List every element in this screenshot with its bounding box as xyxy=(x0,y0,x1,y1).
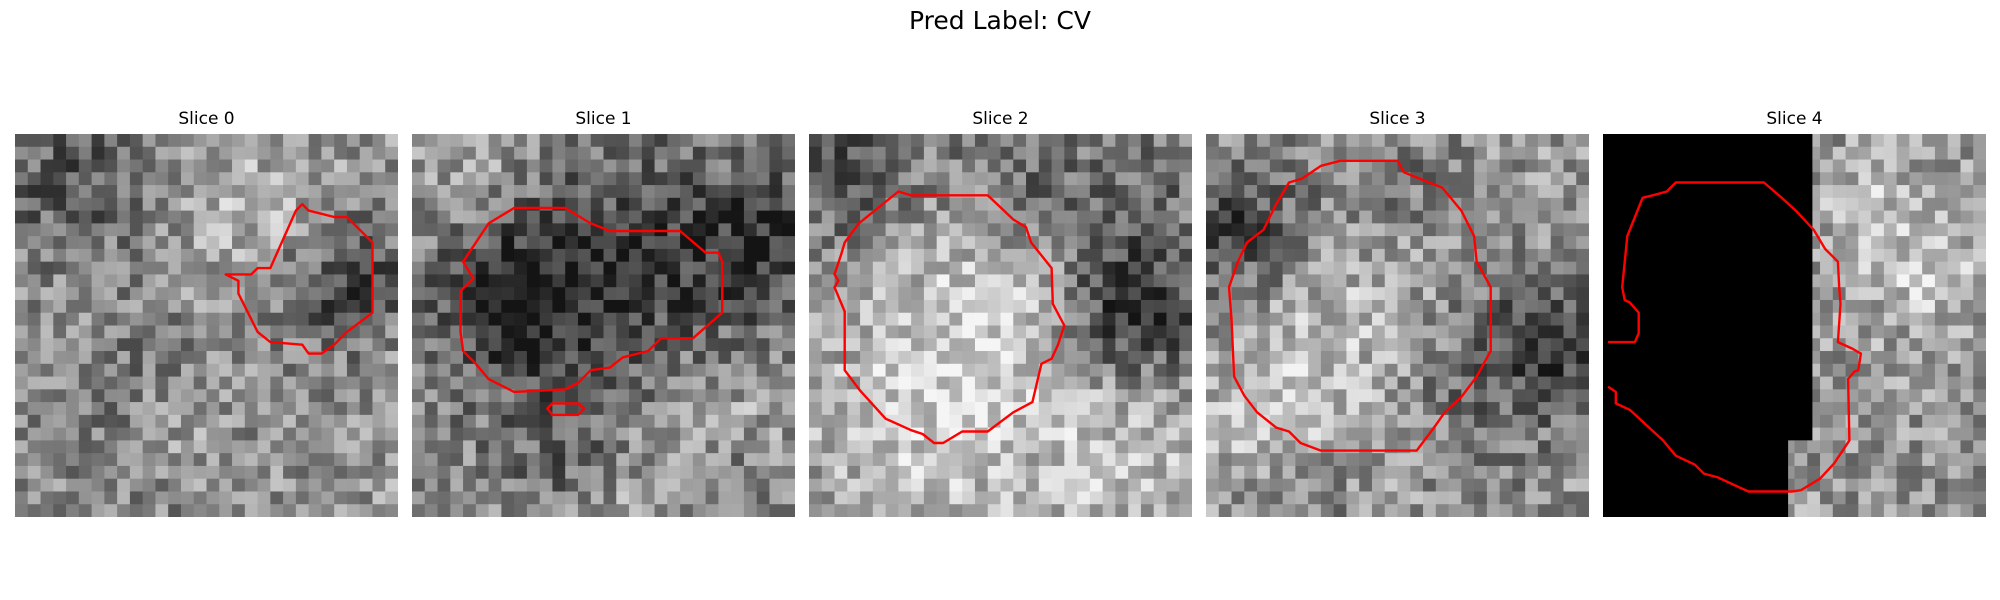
mask-region xyxy=(1603,134,1813,517)
slice-panel-0: Slice 0 xyxy=(15,108,398,517)
slice-image xyxy=(1603,134,1986,517)
slice-image xyxy=(15,134,398,517)
figure-title: Pred Label: CV xyxy=(909,6,1091,35)
segmentation-contour xyxy=(1607,181,1863,493)
slice-title: Slice 2 xyxy=(972,109,1029,129)
slice-panel-4: Slice 4 xyxy=(1603,108,1986,517)
segmentation-contour xyxy=(1227,159,1492,452)
slice-panel-3: Slice 3 xyxy=(1206,108,1589,517)
slice-title: Slice 3 xyxy=(1369,109,1426,129)
slice-panel-2: Slice 2 xyxy=(809,108,1192,517)
slice-image xyxy=(809,134,1192,517)
segmentation-contour xyxy=(224,202,374,355)
slice-title: Slice 4 xyxy=(1766,109,1823,129)
slice-image xyxy=(1206,134,1589,517)
segmentation-contour xyxy=(833,190,1066,445)
slice-title: Slice 0 xyxy=(178,109,235,129)
segmentation-contour xyxy=(459,206,724,394)
slice-image xyxy=(412,134,795,517)
segmentation-contour xyxy=(546,402,586,417)
slice-panel-1: Slice 1 xyxy=(412,108,795,517)
slice-title: Slice 1 xyxy=(575,109,632,129)
